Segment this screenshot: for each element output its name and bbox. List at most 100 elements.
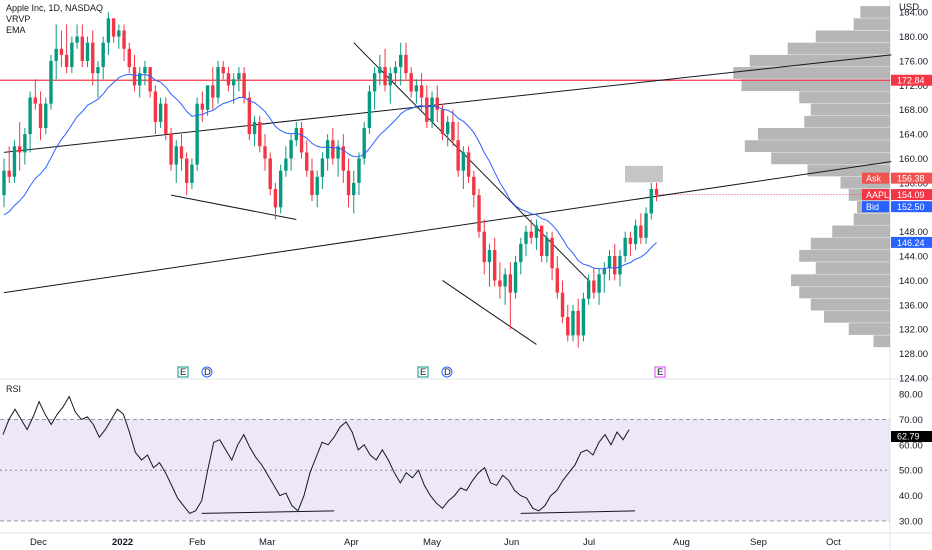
candle [54, 48, 58, 61]
candle [576, 310, 580, 336]
rsi-value-text: 62.79 [897, 432, 920, 442]
candle [618, 256, 622, 275]
candle [336, 146, 340, 159]
candle [341, 146, 345, 171]
candle [399, 54, 403, 68]
price-trendline [3, 161, 892, 294]
volume-profile-bar [853, 18, 890, 31]
volume-profile-bar [807, 164, 890, 177]
indicator-vrvp[interactable]: VRVP [6, 14, 31, 24]
candle [613, 256, 617, 275]
symbol-title[interactable]: Apple Inc, 1D, NASDAQ [6, 3, 104, 13]
candle [550, 237, 554, 269]
rsi-axis-tick: 50.00 [899, 466, 923, 477]
volume-profile-bar [787, 42, 890, 55]
candle [221, 67, 225, 74]
candle [247, 97, 252, 135]
candle [346, 170, 351, 196]
candle [404, 54, 408, 74]
price-axis-tick: 144.00 [899, 252, 928, 263]
candle [211, 85, 215, 98]
rsi-title[interactable]: RSI [6, 384, 22, 394]
candle [566, 317, 570, 336]
candle [357, 158, 361, 183]
volume-profile-bar [744, 140, 890, 153]
earnings-marker [654, 366, 666, 378]
price-axis-tick: 156.00 [899, 178, 928, 189]
candle [200, 103, 205, 110]
candle [519, 243, 523, 263]
price-trendline [3, 54, 892, 153]
candle [623, 237, 627, 257]
candle [85, 42, 90, 61]
volume-profile-bar [848, 323, 890, 335]
dividend-marker [201, 366, 213, 378]
volume-profile-bar [799, 91, 890, 104]
event-marker-label: D [444, 367, 451, 378]
candle [388, 73, 392, 86]
candle [216, 67, 220, 98]
candle [571, 310, 575, 336]
volume-profile-bar [804, 115, 890, 128]
ema-badge-value-box [891, 236, 932, 248]
last-badge-value: 154.09 [897, 190, 925, 200]
ema-badge-value: 146.24 [897, 238, 925, 248]
volume-profile-bar [810, 103, 890, 116]
candle [503, 274, 507, 287]
candle [393, 67, 398, 74]
time-axis-label: Jun [504, 537, 519, 548]
candle [352, 182, 356, 196]
candle [305, 152, 309, 171]
volume-profile-bar [810, 298, 890, 311]
time-axis-label: 2022 [112, 537, 133, 548]
candle [268, 158, 272, 189]
price-axis-tick: 128.00 [899, 349, 928, 360]
candle [597, 274, 601, 293]
volume-profile-bar [815, 30, 890, 43]
time-axis-label: Aug [673, 537, 690, 548]
price-axis-tick: 176.00 [899, 56, 928, 67]
candle [33, 97, 38, 104]
candle [284, 158, 288, 171]
candle [419, 85, 424, 98]
candle [477, 195, 481, 232]
candle [143, 67, 147, 74]
candle [325, 140, 330, 159]
price-axis-tick: 140.00 [899, 276, 928, 287]
rsi-trendline [201, 510, 335, 514]
candle [435, 97, 439, 110]
candle [80, 36, 84, 61]
candle [164, 103, 168, 135]
candle [38, 103, 43, 129]
volume-profile-bar [749, 54, 890, 67]
candle [158, 103, 163, 122]
price-axis-tick: 184.00 [899, 8, 928, 19]
candle [529, 231, 533, 238]
candle [12, 146, 17, 177]
candle [294, 128, 299, 141]
hline-badge-value-box [891, 74, 932, 86]
candle [7, 170, 11, 177]
time-axis-label: Feb [189, 537, 205, 548]
bid-badge-label-box [862, 201, 889, 213]
candle [425, 97, 429, 122]
candle [226, 73, 231, 86]
candle [195, 103, 199, 165]
candle [106, 18, 111, 43]
candle [278, 170, 283, 208]
volume-profile-bar [810, 237, 890, 250]
candle [138, 73, 142, 86]
candle [560, 292, 565, 318]
candle [607, 256, 612, 269]
volume-profile-bar [771, 152, 890, 165]
candle [409, 73, 413, 92]
candle [492, 249, 497, 281]
earnings-marker [177, 366, 189, 378]
candle [331, 140, 335, 159]
dividend-marker [441, 366, 453, 378]
time-axis-label: May [423, 537, 441, 548]
indicator-ema[interactable]: EMA [6, 25, 26, 35]
candle [111, 18, 116, 37]
